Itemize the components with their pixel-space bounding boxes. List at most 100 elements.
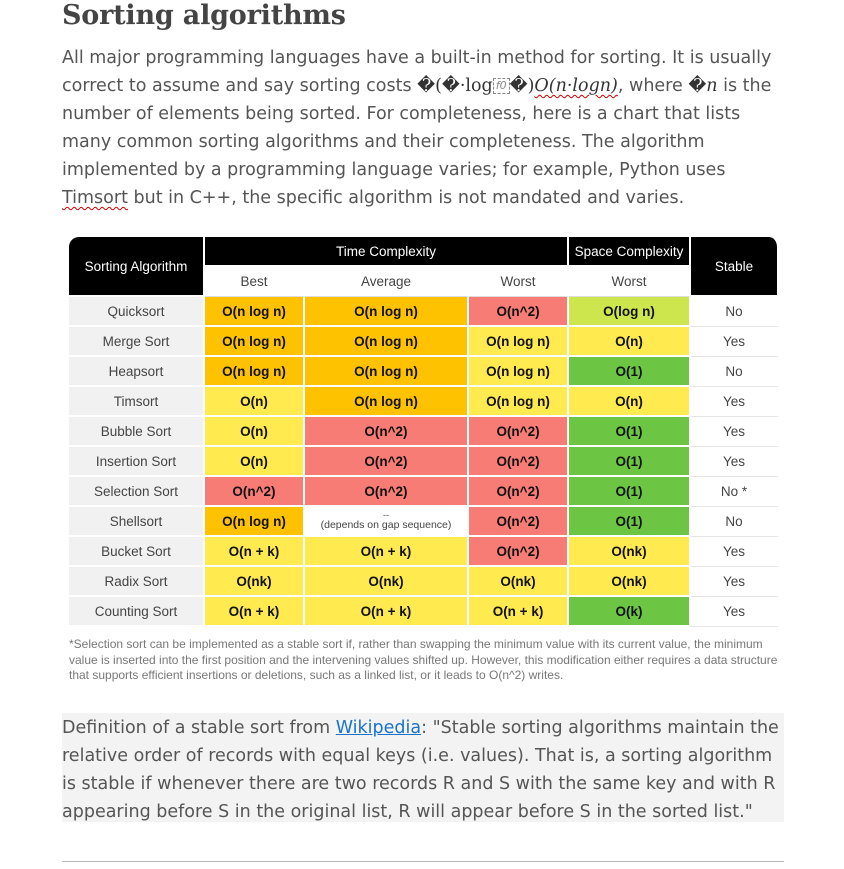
variable-n: n — [706, 76, 718, 96]
subheader-space-worst: Worst — [569, 267, 692, 297]
divider — [62, 861, 784, 862]
header-stable: Stable — [691, 237, 780, 297]
gap-sequence-note: (depends on gap sequence) — [320, 519, 452, 531]
worst-case-cell: O(n log n) — [469, 357, 570, 387]
algorithm-name: Counting Sort — [69, 597, 205, 627]
average-case-cell: -- (depends on gap sequence) — [305, 507, 469, 537]
stable-cell: No — [691, 357, 780, 387]
intro-text-4: but in C++, the specific algorithm is no… — [127, 188, 685, 208]
worst-case-cell: O(n log n) — [469, 387, 570, 417]
algorithm-name: Selection Sort — [69, 477, 205, 507]
average-case-cell: O(n + k) — [305, 537, 469, 567]
table-row: Insertion Sort O(n) O(n^2) O(n^2) O(1) Yes — [69, 447, 780, 477]
average-case-cell: O(n^2) — [305, 447, 469, 477]
best-case-cell: O(n log n) — [205, 357, 305, 387]
table-row: Selection Sort O(n^2) O(n^2) O(n^2) O(1) No * — [69, 477, 780, 507]
average-case-cell: O(n log n) — [305, 387, 469, 417]
average-case-cell: O(n^2) — [305, 417, 469, 447]
table-row: Radix Sort O(nk) O(nk) O(nk) O(nk) Yes — [69, 567, 780, 597]
space-complexity-cell: O(nk) — [569, 537, 692, 567]
space-complexity-cell: O(k) — [569, 597, 692, 627]
worst-case-cell: O(n^2) — [469, 507, 570, 537]
wikipedia-link[interactable]: Wikipedia — [335, 718, 422, 738]
space-complexity-cell: O(nk) — [569, 567, 692, 597]
stable-cell: No — [691, 297, 780, 327]
sorting-complexity-table: Sorting Algorithm Time Complexity Space … — [69, 237, 780, 627]
space-complexity-cell: O(log n) — [569, 297, 692, 327]
space-complexity-cell: O(1) — [569, 507, 692, 537]
best-case-cell: O(n) — [205, 417, 305, 447]
algorithm-name: Merge Sort — [69, 327, 205, 357]
header-space-complexity: Space Complexity — [569, 237, 692, 267]
table-row: Timsort O(n) O(n log n) O(n log n) O(n) Yes — [69, 387, 780, 417]
best-case-cell: O(nk) — [205, 567, 305, 597]
missing-glyph-box: f0 — [492, 78, 510, 94]
stable-cell: Yes — [691, 537, 780, 567]
table-row: Shellsort O(n log n) -- (depends on gap seq… — [69, 507, 780, 537]
intro-text-1: All major programming languages have a b… — [62, 48, 772, 96]
algorithm-name: Bubble Sort — [69, 417, 205, 447]
stable-cell: Yes — [691, 327, 780, 357]
average-dash: -- — [383, 510, 389, 520]
algorithm-name: Heapsort — [69, 357, 205, 387]
average-case-cell: O(n log n) — [305, 357, 469, 387]
stable-cell: No * — [691, 477, 780, 507]
table-row: Quicksort O(n log n) O(n log n) O(n^2) O(log… — [69, 297, 780, 327]
worst-case-cell: O(n log n) — [469, 327, 570, 357]
stable-cell: Yes — [691, 597, 780, 627]
algorithm-name: Bucket Sort — [69, 537, 205, 567]
subheader-best: Best — [205, 267, 305, 297]
worst-case-cell: O(n^2) — [469, 447, 570, 477]
best-case-cell: O(n^2) — [205, 477, 305, 507]
garbled-formula-2: �) — [509, 76, 535, 96]
stable-cell: Yes — [691, 567, 780, 597]
table-row: Heapsort O(n log n) O(n log n) O(n log n) O(… — [69, 357, 780, 387]
stable-cell: Yes — [691, 387, 780, 417]
worst-case-cell: O(nk) — [469, 567, 570, 597]
algorithm-name: Shellsort — [69, 507, 205, 537]
page-title: Sorting algorithms — [62, 0, 346, 31]
algorithm-name: Quicksort — [69, 297, 205, 327]
subheader-worst: Worst — [469, 267, 570, 297]
algorithm-name: Insertion Sort — [69, 447, 205, 477]
space-complexity-cell: O(1) — [569, 477, 692, 507]
average-case-cell: O(n^2) — [305, 477, 469, 507]
average-case-cell: O(n log n) — [305, 297, 469, 327]
average-case-cell: O(n + k) — [305, 597, 469, 627]
best-case-cell: O(n log n) — [205, 297, 305, 327]
subheader-average: Average — [305, 267, 469, 297]
space-complexity-cell: O(n) — [569, 327, 692, 357]
best-case-cell: O(n) — [205, 387, 305, 417]
intro-paragraph: All major programming languages have a b… — [62, 44, 782, 212]
worst-case-cell: O(n^2) — [469, 297, 570, 327]
space-complexity-cell: O(1) — [569, 447, 692, 477]
complexity-chart: Sorting Algorithm Time Complexity Space … — [69, 237, 780, 627]
best-case-cell: O(n) — [205, 447, 305, 477]
best-case-cell: O(n log n) — [205, 507, 305, 537]
garbled-n: � — [688, 76, 707, 96]
table-row: Bubble Sort O(n) O(n^2) O(n^2) O(1) Yes — [69, 417, 780, 447]
stable-cell: No — [691, 507, 780, 537]
worst-case-cell: O(n + k) — [469, 597, 570, 627]
space-complexity-cell: O(1) — [569, 357, 692, 387]
timsort-word: Timsort — [62, 188, 128, 208]
definition-quote: : "Stable sorting algorithms maintain th… — [62, 718, 779, 822]
space-complexity-cell: O(1) — [569, 417, 692, 447]
selection-sort-footnote: *Selection sort can be implemented as a … — [69, 637, 778, 682]
algorithm-name: Radix Sort — [69, 567, 205, 597]
header-sorting-algorithm: Sorting Algorithm — [69, 237, 205, 297]
best-case-cell: O(n log n) — [205, 327, 305, 357]
stable-sort-definition: Definition of a stable sort from Wikiped… — [62, 713, 784, 822]
stable-cell: Yes — [691, 417, 780, 447]
garbled-formula-1: �(�·log — [417, 76, 493, 96]
best-case-cell: O(n + k) — [205, 597, 305, 627]
worst-case-cell: O(n^2) — [469, 477, 570, 507]
table-row: Bucket Sort O(n + k) O(n + k) O(n^2) O(nk) Ye… — [69, 537, 780, 567]
complexity-formula: O(n·logn) — [534, 76, 618, 96]
algorithm-name: Timsort — [69, 387, 205, 417]
worst-case-cell: O(n^2) — [469, 417, 570, 447]
table-row: Counting Sort O(n + k) O(n + k) O(n + k) O(k… — [69, 597, 780, 627]
space-complexity-cell: O(n) — [569, 387, 692, 417]
definition-prefix: Definition of a stable sort from — [62, 718, 336, 738]
average-case-cell: O(n log n) — [305, 327, 469, 357]
